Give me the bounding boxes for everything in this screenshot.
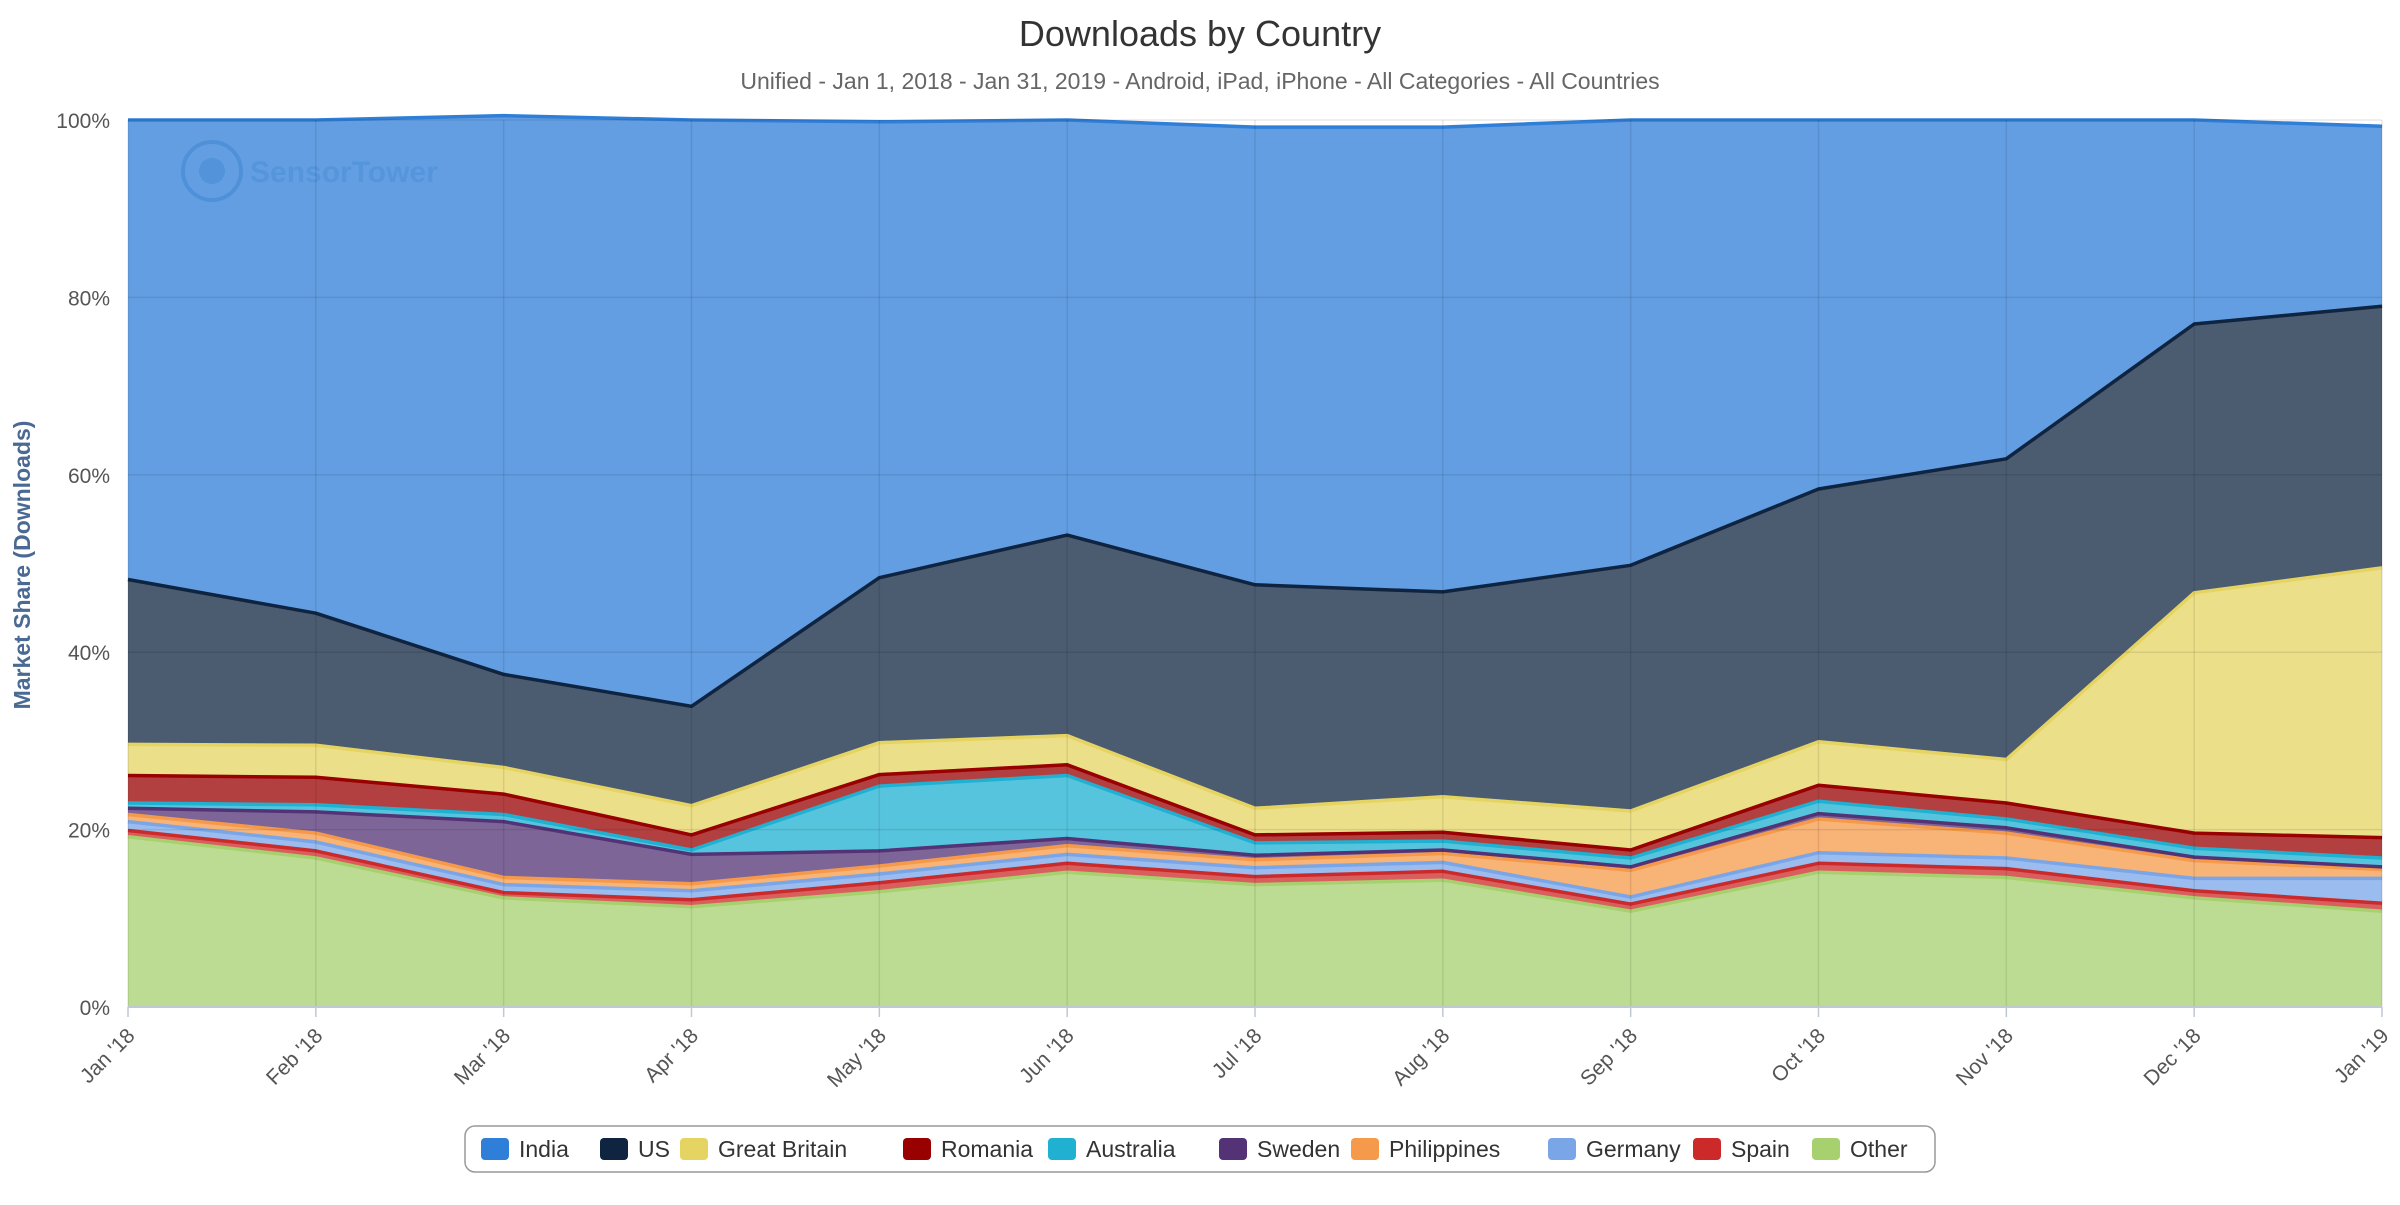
legend-item-australia[interactable]: Australia	[1048, 1136, 1176, 1162]
watermark-text: SensorTower	[250, 156, 438, 189]
chart-title: Downloads by Country	[1019, 13, 1381, 54]
x-tick-label: Jul '18	[1208, 1024, 1267, 1083]
y-tick-label: 20%	[68, 820, 110, 843]
legend-item-sweden[interactable]: Sweden	[1219, 1136, 1340, 1162]
legend-swatch	[481, 1138, 509, 1160]
legend-item-romania[interactable]: Romania	[903, 1136, 1033, 1162]
legend-item-other[interactable]: Other	[1812, 1136, 1908, 1162]
legend-item-spain[interactable]: Spain	[1693, 1136, 1790, 1162]
legend-label: Great Britain	[718, 1136, 847, 1162]
x-tick-label: Sep '18	[1576, 1024, 1642, 1090]
legend-label: Germany	[1586, 1136, 1681, 1162]
legend-label: Other	[1850, 1136, 1908, 1162]
legend-swatch	[1812, 1138, 1840, 1160]
watermark: SensorTower	[181, 140, 438, 202]
x-tick-label: Feb '18	[262, 1024, 327, 1089]
x-tick-label: Nov '18	[1952, 1024, 2018, 1090]
legend-item-india[interactable]: India	[481, 1136, 569, 1162]
area-sweden	[128, 808, 2382, 884]
line-great-britain	[127, 566, 2383, 813]
legend-swatch	[1548, 1138, 1576, 1160]
legend-label: US	[638, 1136, 670, 1162]
line-philippines	[127, 812, 2383, 886]
area-us	[128, 306, 2382, 811]
line-layer	[127, 113, 2383, 1008]
line-germany	[127, 819, 2382, 899]
legend-item-germany[interactable]: Germany	[1548, 1136, 1681, 1162]
legend-label: Sweden	[1257, 1136, 1340, 1162]
line-us	[127, 304, 2383, 709]
area-great-britain	[128, 567, 2382, 850]
legend-swatch	[1351, 1138, 1379, 1160]
legend-swatch	[680, 1138, 708, 1160]
line-romania	[127, 763, 2383, 852]
line-sweden	[127, 806, 2383, 869]
area-philippines	[128, 814, 2382, 897]
legend-swatch	[1693, 1138, 1721, 1160]
legend-label: Romania	[941, 1136, 1033, 1162]
line-australia	[127, 773, 2383, 860]
area-other	[128, 836, 2382, 1007]
legend-box	[464, 1125, 1936, 1173]
legend-label: Spain	[1731, 1136, 1790, 1162]
x-tick-label: Jan '19	[2330, 1024, 2394, 1088]
area-germany	[128, 821, 2382, 905]
area-layer	[128, 115, 2382, 1007]
y-tick-label: 80%	[68, 287, 110, 310]
y-tick-label: 60%	[68, 465, 110, 488]
sensortower-logo-icon	[181, 140, 243, 202]
legend: India US Great Britain Romania Australia Swed…	[464, 1125, 1936, 1173]
x-tick-label: Apr '18	[640, 1024, 703, 1087]
x-tick-label: Jan '18	[76, 1024, 140, 1088]
x-tick-label: Jun '18	[1015, 1024, 1079, 1088]
line-other	[127, 834, 2383, 913]
area-romania	[128, 764, 2382, 858]
legend-swatch	[903, 1138, 931, 1160]
y-tick-label: 40%	[68, 642, 110, 665]
x-tick-label: Aug '18	[1388, 1024, 1454, 1090]
legend-item-philippines[interactable]: Philippines	[1351, 1136, 1500, 1162]
legend-label: India	[519, 1136, 569, 1162]
x-tick-label: Mar '18	[450, 1024, 515, 1089]
x-tick-label: Oct '18	[1767, 1024, 1830, 1087]
y-tick-label: 0%	[80, 997, 110, 1020]
area-spain	[128, 830, 2382, 912]
legend-label: Philippines	[1389, 1136, 1500, 1162]
sensortower-logo-dot	[199, 158, 225, 184]
x-tick-label: May '18	[823, 1024, 891, 1092]
legend-swatch	[1219, 1138, 1247, 1160]
legend-item-us[interactable]: US	[600, 1136, 670, 1162]
line-india	[128, 113, 2383, 129]
legend-swatch	[600, 1138, 628, 1160]
legend-item-great-britain[interactable]: Great Britain	[680, 1136, 847, 1162]
y-tick-label: 100%	[56, 110, 110, 133]
x-tick-label: Dec '18	[2140, 1024, 2206, 1090]
legend-swatch	[1048, 1138, 1076, 1160]
area-india	[128, 115, 2382, 707]
line-spain	[127, 828, 2383, 906]
y-axis-label: Market Share (Downloads)	[9, 421, 35, 710]
legend-label: Australia	[1086, 1136, 1176, 1162]
chart-subtitle: Unified - Jan 1, 2018 - Jan 31, 2019 - A…	[740, 68, 1659, 94]
